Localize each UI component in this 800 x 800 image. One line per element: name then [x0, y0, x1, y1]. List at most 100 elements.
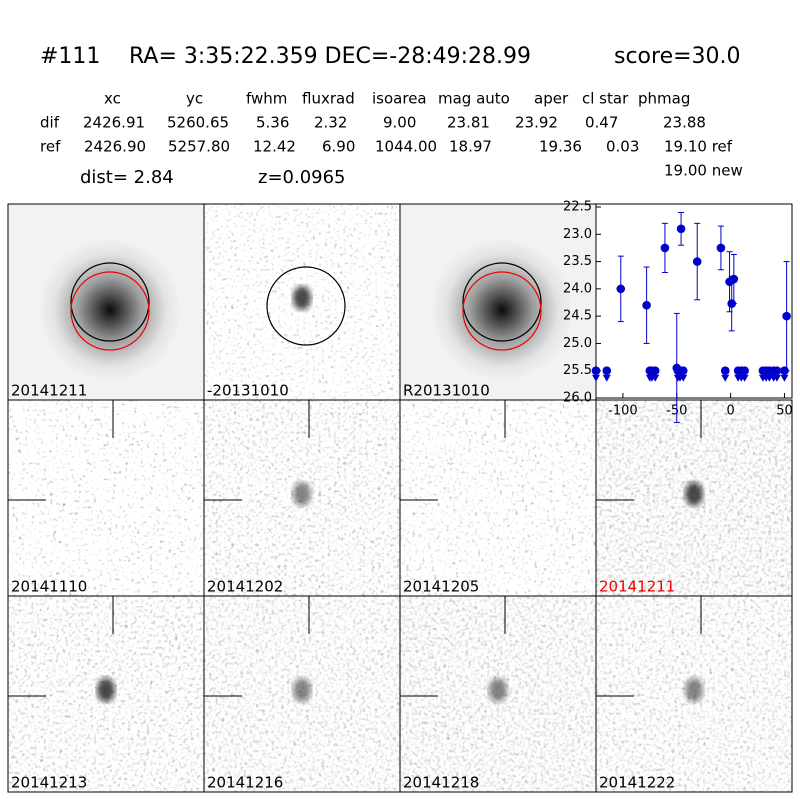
x-tick-label: 0	[726, 404, 734, 419]
column-header: phmag	[638, 90, 690, 108]
upper-limit-arrow	[592, 374, 600, 382]
table-cell: 19.10 ref	[664, 138, 733, 156]
upper-limit-arrow	[780, 374, 789, 382]
upper-limit-arrow	[651, 374, 660, 382]
detection	[616, 284, 626, 294]
y-tick-label: 25.0	[563, 336, 592, 351]
stamp-label: 20141218	[403, 774, 479, 792]
column-header: cl star	[582, 90, 629, 108]
stamp-label: -20131010	[207, 382, 289, 400]
transient	[685, 482, 703, 506]
column-header: yc	[186, 90, 203, 108]
column-header: mag auto	[438, 90, 510, 108]
galaxy	[40, 240, 180, 380]
candidate-id: #111	[40, 44, 100, 69]
transient	[293, 482, 311, 506]
stamp: 20141218	[399, 595, 597, 793]
detection	[782, 311, 791, 321]
table-cell: 9.00	[383, 114, 416, 132]
stamp: 20141222	[595, 595, 793, 793]
plot-area	[595, 203, 793, 399]
stamp-label: 20141216	[207, 774, 283, 792]
detection	[660, 243, 670, 253]
detection	[676, 224, 686, 234]
limit-marker	[650, 366, 660, 376]
limit-marker	[720, 366, 730, 376]
stamp: 20141213	[7, 595, 205, 793]
y-tick-label: 25.5	[563, 363, 592, 378]
upper-limit-arrow	[721, 374, 730, 382]
table-cell: 18.97	[449, 138, 492, 156]
y-tick-label: 22.5	[563, 200, 592, 215]
table-cell: 0.47	[585, 114, 618, 132]
table-cell: 5260.65	[167, 114, 229, 132]
table-cell: 5.36	[256, 114, 289, 132]
limit-marker	[772, 366, 782, 376]
limit-marker	[780, 366, 789, 376]
score: score=30.0	[614, 44, 741, 69]
table-cell: 23.92	[515, 114, 558, 132]
table-cell: 1044.00	[375, 138, 437, 156]
detection	[692, 257, 702, 266]
row-label: ref	[40, 138, 61, 156]
table-cell: 0.03	[606, 138, 639, 156]
upper-limit-arrow	[740, 374, 749, 382]
stamp: 20141205	[399, 399, 597, 597]
limit-marker	[591, 366, 601, 376]
table-cell: 6.90	[322, 138, 355, 156]
stamp-label: 20141213	[11, 774, 87, 792]
y-tick-label: 26.0	[563, 391, 592, 406]
column-header: fluxrad	[302, 90, 355, 108]
stamp-image	[400, 400, 596, 596]
detection	[642, 300, 651, 310]
stamp-label: 20141222	[599, 774, 675, 792]
stamp-label: R20131010	[403, 382, 490, 400]
upper-limit-arrow	[679, 374, 688, 382]
aperture	[266, 266, 346, 346]
transient	[293, 678, 311, 702]
table-cell: 5257.80	[168, 138, 230, 156]
stamp: -20131010	[203, 203, 401, 401]
transient	[293, 286, 311, 310]
stamp: 20141110	[7, 399, 205, 597]
table-cell: 19.36	[539, 138, 582, 156]
stamp-image	[8, 400, 204, 596]
stamp: 20141202	[203, 399, 401, 597]
stamp-label: 20141110	[11, 578, 87, 596]
aperture-ref	[462, 271, 542, 351]
upper-limit-arrow	[772, 374, 781, 382]
upper-limit-arrow	[602, 374, 611, 382]
stamp: R20131010	[399, 203, 597, 401]
aperture	[462, 262, 542, 342]
y-tick-label: 24.0	[563, 281, 592, 296]
transient	[489, 678, 507, 702]
galaxy	[432, 240, 572, 380]
stamp-label: 20141205	[403, 578, 479, 596]
column-header: fwhm	[246, 90, 287, 108]
column-header: isoarea	[372, 90, 427, 108]
detection	[729, 274, 739, 284]
stamp: 20141211	[595, 399, 793, 597]
aperture	[70, 262, 150, 342]
stamp: 20141216	[203, 595, 401, 793]
coordinates: RA= 3:35:22.359 DEC=-28:49:28.99	[129, 44, 531, 69]
y-tick-label: 24.5	[563, 309, 592, 324]
table-cell: 12.42	[253, 138, 296, 156]
table-cell: 23.88	[663, 114, 706, 132]
table-cell: 23.81	[447, 114, 490, 132]
phmag-new: 19.00 new	[664, 162, 743, 180]
y-tick-label: 23.0	[563, 227, 592, 242]
limit-marker	[740, 366, 749, 376]
y-tick-label: 23.5	[563, 254, 592, 269]
limit-marker	[678, 366, 688, 376]
detection	[716, 243, 726, 253]
stamp-label: 20141211	[599, 578, 675, 596]
row-label: dif	[40, 114, 60, 132]
stamp-label: 20141202	[207, 578, 283, 596]
limit-marker	[602, 366, 612, 376]
table-cell: 2426.90	[84, 138, 146, 156]
redshift: z=0.0965	[258, 167, 346, 188]
aperture-ref	[70, 271, 150, 351]
column-header: aper	[534, 90, 569, 108]
